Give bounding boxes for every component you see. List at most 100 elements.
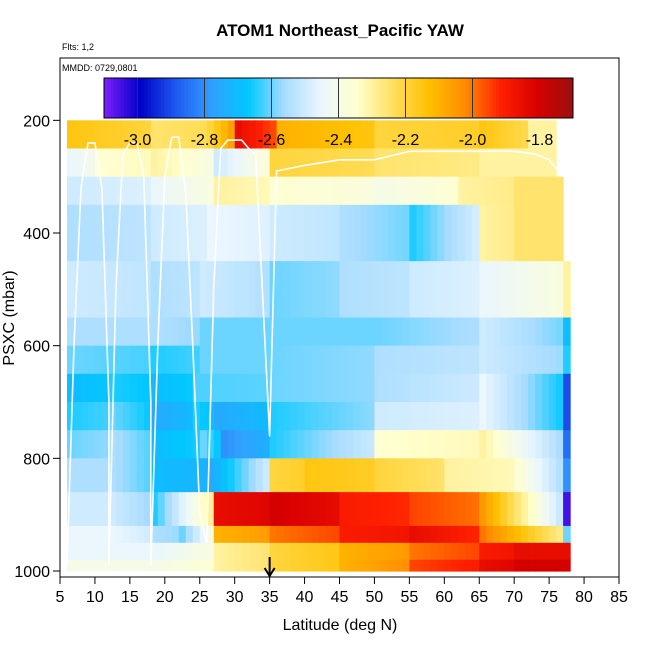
heatmap-cell <box>101 345 110 375</box>
heatmap-cell <box>318 458 327 493</box>
heatmap-cell <box>479 176 487 206</box>
heatmap-cell <box>528 559 536 572</box>
heatmap-cell <box>283 559 292 572</box>
heatmap-cell <box>185 317 194 347</box>
heatmap-cell <box>241 176 250 206</box>
heatmap-cell <box>493 458 501 493</box>
heatmap-cell <box>185 402 194 431</box>
heatmap-cell <box>101 373 110 403</box>
heatmap-cell <box>472 542 480 561</box>
heatmap-cell <box>234 542 243 561</box>
heatmap-cell <box>416 542 424 561</box>
heatmap-cell <box>297 120 306 150</box>
heatmap-cell <box>563 559 571 572</box>
heatmap-cell <box>241 317 250 347</box>
heatmap-cell <box>395 402 403 431</box>
colorbar-swatch <box>502 78 507 118</box>
heatmap-cell <box>248 148 257 178</box>
heatmap-cell <box>521 176 529 206</box>
y-tick-label: 200 <box>23 113 50 130</box>
heatmap-cell <box>353 430 362 459</box>
colorbar-swatch <box>167 78 172 118</box>
heatmap-cell <box>346 148 355 178</box>
colorbar-swatch <box>365 78 370 118</box>
heatmap-cell <box>318 176 327 206</box>
heatmap-cell <box>528 492 536 527</box>
heatmap-cell <box>164 559 173 572</box>
colorbar-swatch <box>482 78 487 118</box>
heatmap-cell <box>479 430 487 459</box>
heatmap-cell <box>164 345 173 375</box>
heatmap-cell <box>164 373 173 403</box>
heatmap-cell <box>493 402 501 431</box>
heatmap-cell <box>451 402 459 431</box>
heatmap-cell <box>80 373 89 403</box>
colorbar-swatch <box>271 78 276 118</box>
heatmap-cell <box>283 345 292 375</box>
heatmap-cell <box>73 317 82 347</box>
heatmap-cell <box>276 402 285 431</box>
colorbar-tick-label: -3.0 <box>124 132 152 149</box>
colorbar-swatch <box>291 78 296 118</box>
heatmap-cell <box>514 317 522 347</box>
colorbar-swatch <box>455 78 460 118</box>
heatmap-cell <box>276 148 285 178</box>
colorbar-swatch <box>382 78 386 118</box>
heatmap-cell <box>199 148 208 178</box>
colorbar-swatch <box>315 78 319 118</box>
colorbar-swatch <box>398 78 403 118</box>
heatmap-cell <box>241 430 250 459</box>
heatmap-cell <box>318 402 327 431</box>
heatmap-cell <box>87 525 96 544</box>
heatmap-cell <box>367 317 376 347</box>
heatmap-cell <box>465 148 473 178</box>
heatmap-cell <box>423 176 431 206</box>
heatmap-cell <box>402 148 410 178</box>
colorbar-swatch <box>408 78 413 118</box>
colorbar-swatch <box>445 78 450 118</box>
heatmap-cell <box>486 492 494 527</box>
heatmap-cell <box>297 559 306 572</box>
heatmap-cell <box>199 373 208 403</box>
heatmap-cell <box>360 458 369 493</box>
heatmap-cell <box>248 204 257 262</box>
heatmap-cell <box>549 458 557 493</box>
heatmap-cell <box>318 345 327 375</box>
heatmap-cell <box>500 373 508 403</box>
heatmap-cell <box>409 542 417 561</box>
heatmap-cell <box>234 120 243 150</box>
heatmap-cell <box>318 373 327 403</box>
heatmap-cell <box>486 525 494 544</box>
heatmap-cell <box>367 542 376 561</box>
heatmap-cell <box>423 317 431 347</box>
heatmap-cell <box>66 345 75 375</box>
heatmap-cell <box>402 176 410 206</box>
heatmap-cell <box>234 373 243 403</box>
heatmap-cell <box>325 120 334 150</box>
heatmap-cell <box>542 542 550 561</box>
heatmap-cell <box>297 402 306 431</box>
heatmap-cell <box>171 148 180 178</box>
heatmap-cell <box>451 430 459 459</box>
heatmap-cell <box>556 525 564 544</box>
heatmap-cell <box>402 373 410 403</box>
heatmap-cell <box>164 317 173 347</box>
heatmap-cell <box>381 148 390 178</box>
heatmap-cell <box>80 525 89 544</box>
colorbar-swatch <box>388 78 393 118</box>
heatmap-cell <box>332 176 341 206</box>
heatmap-cell <box>395 373 403 403</box>
colorbar-swatch <box>516 78 520 118</box>
heatmap-cell <box>157 525 166 544</box>
heatmap-cell <box>178 317 187 347</box>
heatmap-cell <box>297 148 306 178</box>
heatmap-cell <box>465 345 473 375</box>
heatmap-cell <box>549 261 557 319</box>
heatmap-cell <box>451 542 459 561</box>
colorbar-swatch <box>328 78 333 118</box>
heatmap-cell <box>332 559 341 572</box>
heatmap-cell <box>136 430 145 459</box>
heatmap-cell <box>234 345 243 375</box>
heatmap-cell <box>150 120 159 150</box>
heatmap-cell <box>311 430 320 459</box>
